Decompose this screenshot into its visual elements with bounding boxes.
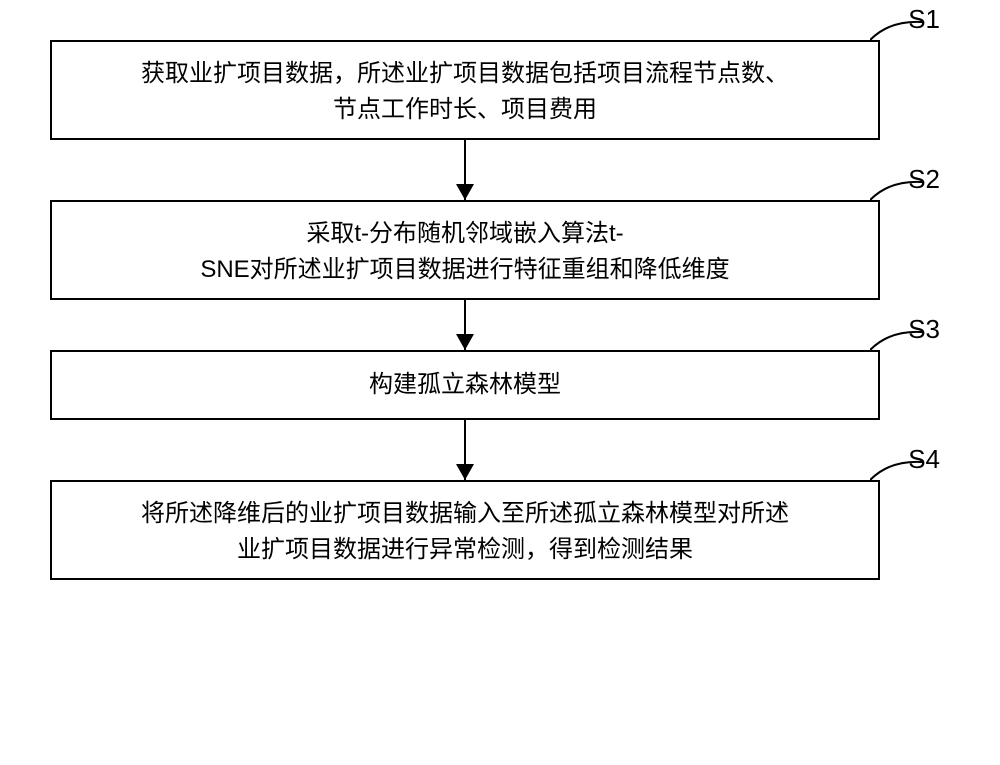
step-s1-container: S1 获取业扩项目数据，所述业扩项目数据包括项目流程节点数、 节点工作时长、项目…: [50, 40, 940, 140]
step-box-s4: 将所述降维后的业扩项目数据输入至所述孤立森林模型对所述 业扩项目数据进行异常检测…: [50, 480, 880, 580]
step-label-s4: S4: [908, 444, 940, 475]
step-label-s1: S1: [908, 4, 940, 35]
step-text-s1-line2: 节点工作时长、项目费用: [333, 96, 597, 123]
step-text-s4-line1: 将所述降维后的业扩项目数据输入至所述孤立森林模型对所述: [141, 500, 789, 527]
step-text-s2-line2: SNE对所述业扩项目数据进行特征重组和降低维度: [200, 256, 729, 283]
step-s4-container: S4 将所述降维后的业扩项目数据输入至所述孤立森林模型对所述 业扩项目数据进行异…: [50, 480, 940, 580]
arrow-s1-s2: [50, 140, 880, 200]
step-text-s3-line1: 构建孤立森林模型: [369, 367, 561, 403]
step-label-s3: S3: [908, 314, 940, 345]
step-box-s3: 构建孤立森林模型: [50, 350, 880, 420]
step-label-s2: S2: [908, 164, 940, 195]
arrow-s2-s3: [50, 300, 880, 350]
step-text-s2-line1: 采取t-分布随机邻域嵌入算法t-: [306, 220, 623, 247]
step-text-s4-line2: 业扩项目数据进行异常检测，得到检测结果: [237, 536, 693, 563]
step-s2-container: S2 采取t-分布随机邻域嵌入算法t- SNE对所述业扩项目数据进行特征重组和降…: [50, 200, 940, 300]
flowchart-container: S1 获取业扩项目数据，所述业扩项目数据包括项目流程节点数、 节点工作时长、项目…: [50, 40, 940, 580]
arrow-s3-s4: [50, 420, 880, 480]
step-box-s2: 采取t-分布随机邻域嵌入算法t- SNE对所述业扩项目数据进行特征重组和降低维度: [50, 200, 880, 300]
step-text-s1-line1: 获取业扩项目数据，所述业扩项目数据包括项目流程节点数、: [141, 60, 789, 87]
step-box-s1: 获取业扩项目数据，所述业扩项目数据包括项目流程节点数、 节点工作时长、项目费用: [50, 40, 880, 140]
step-s3-container: S3 构建孤立森林模型: [50, 350, 940, 420]
